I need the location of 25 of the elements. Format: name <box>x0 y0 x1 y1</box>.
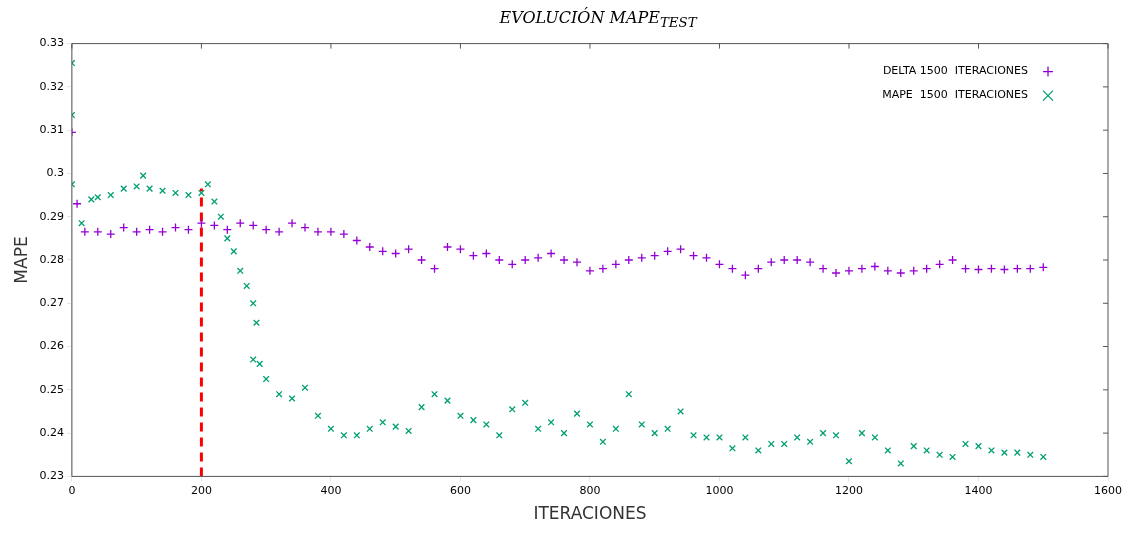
y-tick-label: 0.24 <box>39 425 64 439</box>
x-tick-label: 800 <box>579 483 601 497</box>
y-tick-label: 0.25 <box>39 382 64 396</box>
x-tick-label: 1000 <box>705 483 734 497</box>
x-tick-label: 1200 <box>834 483 863 497</box>
x-tick-label: 600 <box>449 483 471 497</box>
legend-label: MAPE 1500 ITERACIONES <box>882 88 1028 102</box>
chart-title: EVOLUCIÓN MAPE$_{TEST}$ <box>498 8 699 33</box>
x-tick-label: 200 <box>190 483 212 497</box>
y-tick-label: 0.33 <box>39 36 64 50</box>
x-tick-label: 0 <box>68 483 76 497</box>
y-tick-label: 0.26 <box>39 339 64 353</box>
y-tick-label: 0.32 <box>39 79 64 93</box>
y-tick-label: 0.3 <box>46 166 64 180</box>
legend-label: DELTA 1500 ITERACIONES <box>882 64 1028 78</box>
y-tick-label: 0.29 <box>39 209 64 223</box>
y-axis-title: MAPE <box>10 236 31 284</box>
x-tick-label: 400 <box>320 483 342 497</box>
x-tick-label: 1400 <box>964 483 993 497</box>
y-tick-label: 0.28 <box>39 252 64 266</box>
y-tick-label: 0.23 <box>39 469 64 483</box>
x-tick-label: 1600 <box>1094 483 1122 497</box>
x-axis-title: ITERACIONES <box>533 503 647 524</box>
y-tick-label: 0.31 <box>39 123 64 137</box>
y-tick-label: 0.27 <box>39 296 64 310</box>
